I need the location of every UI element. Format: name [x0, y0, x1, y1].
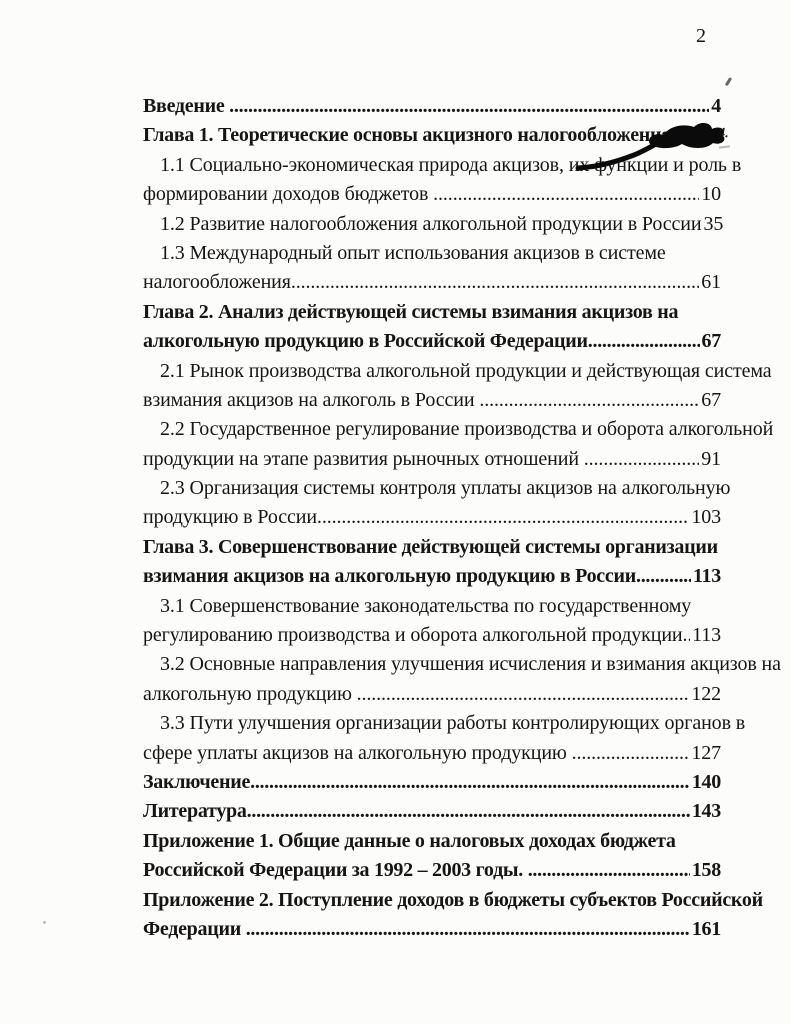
toc-line: Глава 3. Совершенствование действующей с…: [143, 533, 721, 562]
toc-line: налогообложения 61: [143, 268, 721, 297]
toc-page-ref: 158: [691, 859, 721, 882]
toc-line: Введение 4: [143, 92, 721, 121]
toc-line: 3.1 Совершенствование законодательства п…: [143, 592, 721, 621]
dot-leader: [322, 503, 690, 532]
toc-entry-text: сфере уплаты акцизов на алкогольную прод…: [143, 741, 572, 764]
toc-entry-text: налогообложения: [143, 271, 291, 294]
toc-line: 2.3 Организация системы контроля уплаты …: [143, 474, 730, 503]
dot-leader: [229, 92, 709, 121]
toc-line: 1.2 Развитие налогообложения алкогольной…: [143, 210, 724, 239]
toc-line: взимания акцизов на алкоголь в России 67: [143, 386, 721, 415]
table-of-contents: Введение 4 Глава 1. Теоретические основы…: [143, 92, 781, 944]
margin-speck: [43, 921, 46, 924]
page-number: 2: [696, 25, 706, 47]
dot-leader: [528, 856, 690, 885]
toc-line: Федерации 161: [143, 915, 721, 944]
toc-line: 1.1 Социально-экономическая природа акци…: [143, 151, 741, 180]
dot-leader: [572, 739, 690, 768]
toc-page-ref: 67: [701, 388, 721, 411]
dot-leader: [479, 386, 699, 415]
toc-page-ref: 10: [701, 183, 721, 206]
toc-line: 3.3 Пути улучшения организации работы ко…: [143, 709, 745, 738]
toc-entry-text: 2.1 Рынок производства алкогольной проду…: [160, 359, 772, 382]
toc-entry-text: 1.2 Развитие налогообложения алкогольной…: [160, 212, 702, 235]
toc-line: продукции на этапе развития рыночных отн…: [143, 445, 721, 474]
dot-leader: [247, 797, 690, 826]
toc-entry-text: 1.1 Социально-экономическая природа акци…: [160, 153, 742, 176]
toc-entry-text: Глава 1. Теоретические основы акцизного …: [143, 124, 672, 147]
toc-entry-text: Глава 3. Совершенствование действующей с…: [143, 535, 718, 558]
toc-entry-text: алкогольную продукцию: [143, 682, 357, 705]
toc-line: Приложение 2. Поступление доходов в бюдж…: [143, 886, 763, 915]
stray-mark: [718, 145, 731, 149]
dot-leader: [672, 121, 721, 150]
obscured-page-mark: 4.: [716, 125, 730, 142]
toc-page-ref: 67: [701, 330, 722, 353]
toc-entry-text: Литература: [143, 800, 247, 823]
toc-line: Глава 1. Теоретические основы акцизного …: [143, 121, 721, 150]
toc-page-ref: 161: [691, 917, 721, 940]
toc-entry-text: продукцию в России.: [143, 506, 322, 529]
toc-page-ref: 122: [691, 682, 721, 705]
toc-page-ref: 103: [691, 506, 721, 529]
toc-page-ref: 140: [691, 770, 721, 793]
toc-entry-text: 3.2 Основные направления улучшения исчис…: [160, 653, 781, 676]
toc-line: Заключение 140: [143, 768, 721, 797]
corner-mark: [724, 77, 732, 86]
toc-line: сфере уплаты акцизов на алкогольную прод…: [143, 739, 721, 768]
toc-line: 2.1 Рынок производства алкогольной проду…: [143, 357, 772, 386]
toc-entry-text: Глава 2. Анализ действующей системы взим…: [143, 300, 679, 323]
toc-line: 2.2 Государственное регулирование произв…: [143, 415, 773, 444]
toc-entry-text: продукции на этапе развития рыночных отн…: [143, 447, 584, 470]
toc-entry-text: Приложение 1. Общие данные о налоговых д…: [143, 829, 676, 852]
dot-leader: [291, 268, 699, 297]
toc-entry-text: 3.1 Совершенствование законодательства п…: [160, 594, 692, 617]
toc-page-ref: 113: [692, 624, 721, 647]
toc-page-ref: 127: [691, 741, 721, 764]
toc-entry-text: 3.3 Пути улучшения организации работы ко…: [160, 712, 746, 735]
toc-page-ref: 4: [711, 95, 721, 117]
toc-page-ref: 35: [703, 212, 724, 235]
dot-leader: [683, 621, 691, 650]
toc-entry-text: 2.3 Организация системы контроля уплаты …: [160, 477, 731, 500]
toc-line: Российской Федерации за 1992 – 2003 годы…: [143, 856, 721, 885]
toc-entry-text: Российской Федерации за 1992 – 2003 годы…: [143, 859, 528, 882]
toc-entry-text: 1.3 Международный опыт использования акц…: [160, 241, 666, 264]
toc-entry-text: Заключение: [143, 770, 251, 793]
toc-line: 1.3 Международный опыт использования акц…: [143, 239, 721, 268]
dot-leader: [588, 327, 700, 356]
toc-line: продукцию в России. 103: [143, 503, 721, 532]
toc-line: формировании доходов бюджетов 10: [143, 180, 721, 209]
toc-line: взимания акцизов на алкогольную продукци…: [143, 562, 721, 591]
dot-leader: [246, 915, 690, 944]
toc-line: Литература 143: [143, 797, 721, 826]
toc-line: Глава 2. Анализ действующей системы взим…: [143, 298, 721, 327]
toc-line: 3.2 Основные направления улучшения исчис…: [143, 650, 781, 679]
toc-page-ref: 61: [701, 271, 721, 294]
dot-leader: [433, 180, 699, 209]
toc-entry-text: 2.2 Государственное регулирование произв…: [160, 418, 774, 441]
dot-leader: [636, 562, 691, 591]
toc-line: алкогольную продукцию в Российской Федер…: [143, 327, 721, 356]
toc-page-ref: 113: [692, 565, 721, 588]
dot-leader: [584, 445, 699, 474]
toc-entry-text: регулированию производства и оборота алк…: [143, 624, 683, 647]
toc-entry-text: алкогольную продукцию в Российской Федер…: [143, 330, 588, 353]
toc-line: алкогольную продукцию 122: [143, 680, 721, 709]
toc-line: регулированию производства и оборота алк…: [143, 621, 721, 650]
toc-entry-text: формировании доходов бюджетов: [143, 183, 434, 206]
toc-entry-text: Федерации: [143, 917, 246, 940]
toc-page-ref: 91: [701, 447, 721, 470]
toc-entry-text: Приложение 2. Поступление доходов в бюдж…: [143, 888, 763, 911]
toc-line: Приложение 1. Общие данные о налоговых д…: [143, 827, 721, 856]
toc-entry-text: взимания акцизов на алкогольную продукци…: [143, 565, 636, 588]
dot-leader: [357, 680, 690, 709]
toc-entry-text: Введение: [143, 95, 230, 117]
dot-leader: [250, 768, 690, 797]
toc-entry-text: взимания акцизов на алкоголь в России: [143, 388, 480, 411]
toc-page-ref: 143: [691, 800, 721, 823]
